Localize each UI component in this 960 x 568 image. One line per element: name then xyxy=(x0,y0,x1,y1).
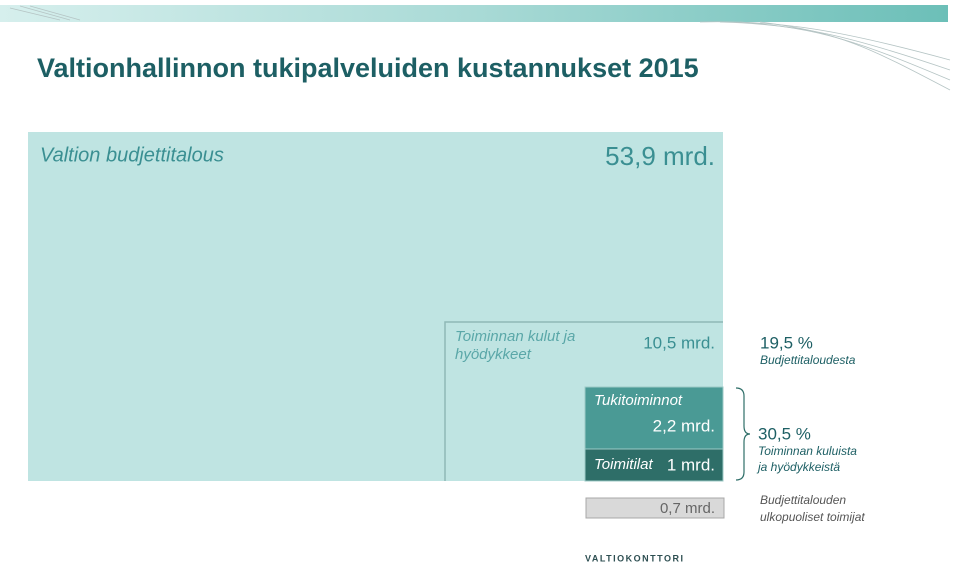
box-value: 2,2 mrd. xyxy=(653,416,715,435)
header-band xyxy=(0,5,948,22)
logo: VALTIOKONTTORI xyxy=(585,553,685,563)
box-value: 10,5 mrd. xyxy=(643,333,715,352)
box-premises xyxy=(584,448,724,482)
box-value: 1 mrd. xyxy=(667,455,715,474)
box-value: 0,7 mrd. xyxy=(660,500,715,517)
box-label: hyödykkeet xyxy=(455,346,532,363)
box-value: 53,9 mrd. xyxy=(605,141,715,171)
note-text: Budjettitalouden xyxy=(760,493,846,507)
box-operating xyxy=(444,321,723,481)
box-label: Toimitilat xyxy=(594,456,653,473)
note-text: Toiminnan kuluista xyxy=(758,444,857,458)
brace xyxy=(735,387,751,481)
note-percent: 30,5 % xyxy=(758,424,811,443)
note-percent: 19,5 % xyxy=(760,333,813,352)
wave-decoration xyxy=(9,5,951,91)
title: Valtionhallinnon tukipalveluiden kustann… xyxy=(37,53,699,83)
note-text: ulkopuoliset toimijat xyxy=(760,510,865,524)
box-external xyxy=(585,497,725,519)
note-text: ja hyödykkeistä xyxy=(756,460,840,474)
box-label: Toiminnan kulut ja xyxy=(455,328,575,345)
box-label: Tukitoiminnot xyxy=(594,392,683,409)
box-label: Valtion budjettitalous xyxy=(40,144,224,166)
note-text: Budjettitaloudesta xyxy=(760,353,856,367)
